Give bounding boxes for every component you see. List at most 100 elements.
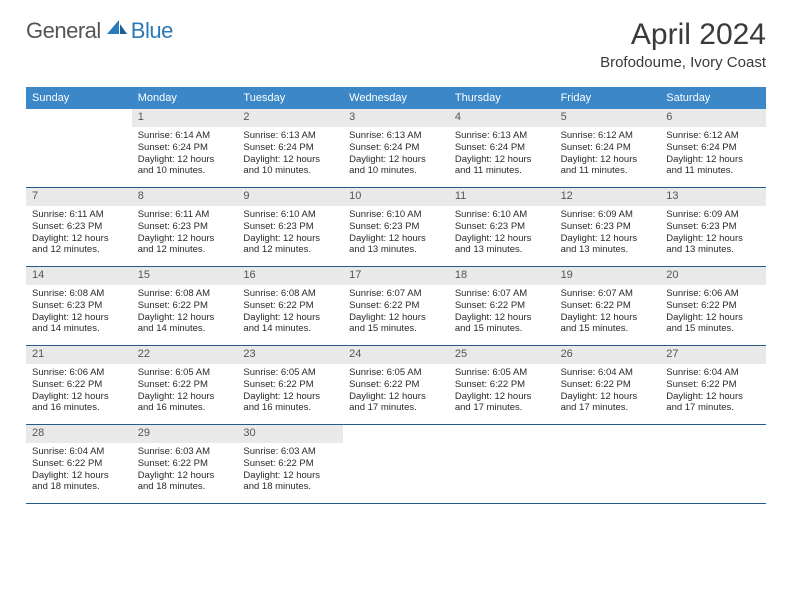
sunset-line: Sunset: 6:23 PM xyxy=(243,221,337,233)
day-number: 4 xyxy=(449,109,555,127)
header: General Blue April 2024 Brofodoume, Ivor… xyxy=(0,0,792,77)
day-number: 8 xyxy=(132,188,238,206)
sunrise-line: Sunrise: 6:05 AM xyxy=(138,367,232,379)
day-body: Sunrise: 6:10 AMSunset: 6:23 PMDaylight:… xyxy=(449,206,555,261)
brand-general: General xyxy=(26,18,101,44)
day-number: 6 xyxy=(660,109,766,127)
day-body: Sunrise: 6:13 AMSunset: 6:24 PMDaylight:… xyxy=(449,127,555,182)
day2-line: and 13 minutes. xyxy=(349,244,443,256)
day-body: Sunrise: 6:08 AMSunset: 6:22 PMDaylight:… xyxy=(237,285,343,340)
day1-line: Daylight: 12 hours xyxy=(243,391,337,403)
day-body: Sunrise: 6:10 AMSunset: 6:23 PMDaylight:… xyxy=(237,206,343,261)
day-body: Sunrise: 6:13 AMSunset: 6:24 PMDaylight:… xyxy=(237,127,343,182)
day-number: 13 xyxy=(660,188,766,206)
day-header: Thursday xyxy=(449,87,555,109)
day-cell: 17Sunrise: 6:07 AMSunset: 6:22 PMDayligh… xyxy=(343,267,449,345)
day2-line: and 16 minutes. xyxy=(243,402,337,414)
day2-line: and 17 minutes. xyxy=(561,402,655,414)
sunset-line: Sunset: 6:23 PM xyxy=(455,221,549,233)
day-cell: 19Sunrise: 6:07 AMSunset: 6:22 PMDayligh… xyxy=(555,267,661,345)
day-cell: 8Sunrise: 6:11 AMSunset: 6:23 PMDaylight… xyxy=(132,188,238,266)
sunset-line: Sunset: 6:24 PM xyxy=(455,142,549,154)
sunset-line: Sunset: 6:22 PM xyxy=(349,300,443,312)
day-cell: 2Sunrise: 6:13 AMSunset: 6:24 PMDaylight… xyxy=(237,109,343,187)
day-cell: 13Sunrise: 6:09 AMSunset: 6:23 PMDayligh… xyxy=(660,188,766,266)
day-cell: 26Sunrise: 6:04 AMSunset: 6:22 PMDayligh… xyxy=(555,346,661,424)
sunset-line: Sunset: 6:22 PM xyxy=(138,300,232,312)
day-number: 1 xyxy=(132,109,238,127)
sunrise-line: Sunrise: 6:07 AM xyxy=(561,288,655,300)
day-cell: 9Sunrise: 6:10 AMSunset: 6:23 PMDaylight… xyxy=(237,188,343,266)
sunset-line: Sunset: 6:23 PM xyxy=(32,300,126,312)
day1-line: Daylight: 12 hours xyxy=(138,233,232,245)
day1-line: Daylight: 12 hours xyxy=(455,233,549,245)
day2-line: and 12 minutes. xyxy=(32,244,126,256)
day2-line: and 13 minutes. xyxy=(666,244,760,256)
day1-line: Daylight: 12 hours xyxy=(666,233,760,245)
day2-line: and 16 minutes. xyxy=(138,402,232,414)
day-header: Wednesday xyxy=(343,87,449,109)
day-number: 11 xyxy=(449,188,555,206)
day-cell: 15Sunrise: 6:08 AMSunset: 6:22 PMDayligh… xyxy=(132,267,238,345)
day-body: Sunrise: 6:05 AMSunset: 6:22 PMDaylight:… xyxy=(449,364,555,419)
title-block: April 2024 Brofodoume, Ivory Coast xyxy=(600,18,766,71)
day-cell xyxy=(449,425,555,503)
week-row: 28Sunrise: 6:04 AMSunset: 6:22 PMDayligh… xyxy=(26,425,766,504)
day-number: 28 xyxy=(26,425,132,443)
day1-line: Daylight: 12 hours xyxy=(243,312,337,324)
day-cell: 10Sunrise: 6:10 AMSunset: 6:23 PMDayligh… xyxy=(343,188,449,266)
day-cell: 7Sunrise: 6:11 AMSunset: 6:23 PMDaylight… xyxy=(26,188,132,266)
day1-line: Daylight: 12 hours xyxy=(32,233,126,245)
sunrise-line: Sunrise: 6:07 AM xyxy=(349,288,443,300)
day-cell: 16Sunrise: 6:08 AMSunset: 6:22 PMDayligh… xyxy=(237,267,343,345)
day-cell: 29Sunrise: 6:03 AMSunset: 6:22 PMDayligh… xyxy=(132,425,238,503)
day-number: 2 xyxy=(237,109,343,127)
day2-line: and 14 minutes. xyxy=(32,323,126,335)
sunrise-line: Sunrise: 6:08 AM xyxy=(243,288,337,300)
day1-line: Daylight: 12 hours xyxy=(561,154,655,166)
week-row: 7Sunrise: 6:11 AMSunset: 6:23 PMDaylight… xyxy=(26,188,766,267)
week-row: 14Sunrise: 6:08 AMSunset: 6:23 PMDayligh… xyxy=(26,267,766,346)
day1-line: Daylight: 12 hours xyxy=(561,312,655,324)
day2-line: and 17 minutes. xyxy=(666,402,760,414)
day-number: 25 xyxy=(449,346,555,364)
sunset-line: Sunset: 6:22 PM xyxy=(561,379,655,391)
day-body: Sunrise: 6:06 AMSunset: 6:22 PMDaylight:… xyxy=(26,364,132,419)
day-cell: 11Sunrise: 6:10 AMSunset: 6:23 PMDayligh… xyxy=(449,188,555,266)
sunrise-line: Sunrise: 6:05 AM xyxy=(243,367,337,379)
day1-line: Daylight: 12 hours xyxy=(32,312,126,324)
day2-line: and 15 minutes. xyxy=(455,323,549,335)
day2-line: and 15 minutes. xyxy=(561,323,655,335)
day-number: 12 xyxy=(555,188,661,206)
sunset-line: Sunset: 6:22 PM xyxy=(32,458,126,470)
week-row: 21Sunrise: 6:06 AMSunset: 6:22 PMDayligh… xyxy=(26,346,766,425)
day-cell xyxy=(555,425,661,503)
day2-line: and 11 minutes. xyxy=(666,165,760,177)
sunrise-line: Sunrise: 6:06 AM xyxy=(666,288,760,300)
day-cell: 6Sunrise: 6:12 AMSunset: 6:24 PMDaylight… xyxy=(660,109,766,187)
sunset-line: Sunset: 6:24 PM xyxy=(561,142,655,154)
page-title: April 2024 xyxy=(600,18,766,52)
day-number: 17 xyxy=(343,267,449,285)
sunset-line: Sunset: 6:22 PM xyxy=(666,379,760,391)
day2-line: and 17 minutes. xyxy=(455,402,549,414)
sunrise-line: Sunrise: 6:10 AM xyxy=(455,209,549,221)
day-cell: 5Sunrise: 6:12 AMSunset: 6:24 PMDaylight… xyxy=(555,109,661,187)
sunrise-line: Sunrise: 6:07 AM xyxy=(455,288,549,300)
sunrise-line: Sunrise: 6:08 AM xyxy=(138,288,232,300)
day-cell: 20Sunrise: 6:06 AMSunset: 6:22 PMDayligh… xyxy=(660,267,766,345)
day2-line: and 12 minutes. xyxy=(243,244,337,256)
day-body: Sunrise: 6:06 AMSunset: 6:22 PMDaylight:… xyxy=(660,285,766,340)
day-header: Tuesday xyxy=(237,87,343,109)
day-header: Saturday xyxy=(660,87,766,109)
sunrise-line: Sunrise: 6:06 AM xyxy=(32,367,126,379)
sunset-line: Sunset: 6:22 PM xyxy=(32,379,126,391)
sunrise-line: Sunrise: 6:09 AM xyxy=(666,209,760,221)
day-body: Sunrise: 6:03 AMSunset: 6:22 PMDaylight:… xyxy=(237,443,343,498)
sunrise-line: Sunrise: 6:03 AM xyxy=(138,446,232,458)
day-number: 19 xyxy=(555,267,661,285)
day2-line: and 13 minutes. xyxy=(455,244,549,256)
sunset-line: Sunset: 6:23 PM xyxy=(32,221,126,233)
day-number: 15 xyxy=(132,267,238,285)
day-body: Sunrise: 6:07 AMSunset: 6:22 PMDaylight:… xyxy=(555,285,661,340)
